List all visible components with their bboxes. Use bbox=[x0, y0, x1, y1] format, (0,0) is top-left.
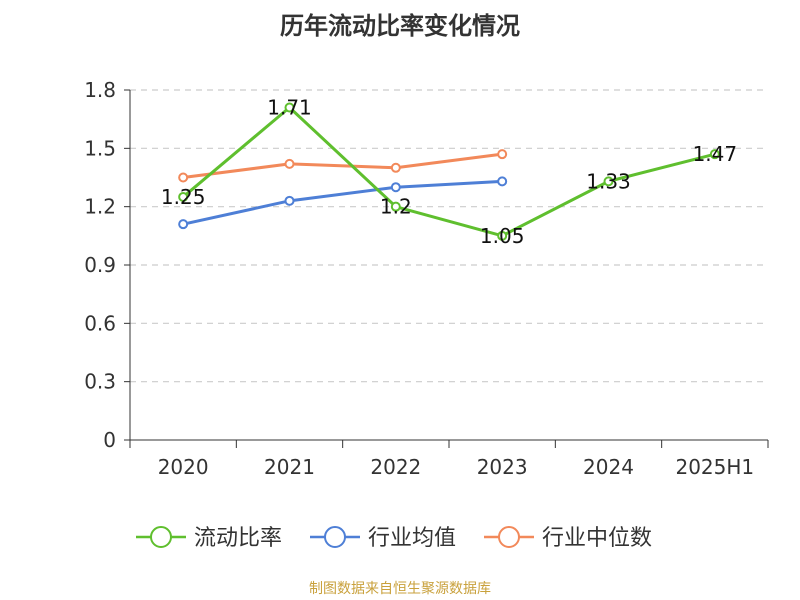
data-label: 1.2 bbox=[380, 195, 412, 219]
data-point bbox=[709, 149, 720, 160]
data-point bbox=[390, 201, 401, 212]
legend-item[interactable]: 流动比率 bbox=[136, 526, 282, 551]
y-tick-label: 1.2 bbox=[84, 195, 116, 219]
y-tick-label: 1.5 bbox=[84, 136, 116, 160]
data-point bbox=[284, 102, 295, 113]
data-point bbox=[390, 182, 401, 193]
data-label: 1.05 bbox=[480, 224, 525, 248]
data-labels: 1.25 1.71 1.2 1.05 1.33 1.47 bbox=[161, 96, 737, 248]
x-tick-label: 2020 bbox=[158, 455, 209, 479]
y-tick-label: 0.3 bbox=[84, 370, 116, 394]
data-point bbox=[178, 219, 189, 230]
x-tick-label: 2021 bbox=[264, 455, 315, 479]
legend-label: 流动比率 bbox=[194, 526, 282, 551]
legend-item[interactable]: 行业中位数 bbox=[484, 526, 652, 551]
x-tick-label: 2025H1 bbox=[675, 455, 754, 479]
legend-label: 行业均值 bbox=[368, 526, 456, 551]
x-tick-label: 2022 bbox=[370, 455, 421, 479]
legend-label: 行业中位数 bbox=[542, 526, 652, 551]
axes: 0 0.3 0.6 0.9 1.2 1.5 1.8 2020 2021 2022 2023 2024 2… bbox=[84, 78, 769, 479]
data-point bbox=[603, 176, 614, 187]
data-point bbox=[284, 158, 295, 169]
legend-marker bbox=[150, 526, 172, 548]
data-point bbox=[178, 191, 189, 202]
y-tick-label: 0.9 bbox=[84, 253, 116, 277]
series-layer bbox=[178, 102, 720, 241]
legend-marker bbox=[324, 526, 346, 548]
y-tick-label: 0.6 bbox=[84, 311, 116, 335]
source-note: 制图数据来自恒生聚源数据库 bbox=[309, 581, 491, 597]
data-label: 1.47 bbox=[693, 142, 738, 166]
series-line-0 bbox=[182, 106, 716, 238]
legend[interactable]: 流动比率 行业均值 行业中位数 bbox=[136, 526, 652, 551]
data-point bbox=[390, 162, 401, 173]
series-line-2 bbox=[182, 152, 503, 179]
chart-title: 历年流动比率变化情况 bbox=[280, 12, 520, 40]
data-point bbox=[497, 230, 508, 241]
x-tick-label: 2023 bbox=[477, 455, 528, 479]
data-label: 1.71 bbox=[267, 96, 312, 120]
series-line-1 bbox=[182, 179, 503, 226]
x-tick-label: 2024 bbox=[583, 455, 634, 479]
y-tick-label: 1.8 bbox=[84, 78, 116, 102]
data-label: 1.33 bbox=[586, 169, 631, 193]
legend-item[interactable]: 行业均值 bbox=[310, 526, 456, 551]
y-tick-label: 0 bbox=[103, 428, 116, 452]
data-point bbox=[178, 172, 189, 183]
legend-marker bbox=[498, 526, 520, 548]
grid-lines bbox=[130, 89, 768, 383]
data-point bbox=[497, 176, 508, 187]
data-point bbox=[497, 149, 508, 160]
data-label: 1.25 bbox=[161, 185, 206, 209]
data-point bbox=[284, 195, 295, 206]
